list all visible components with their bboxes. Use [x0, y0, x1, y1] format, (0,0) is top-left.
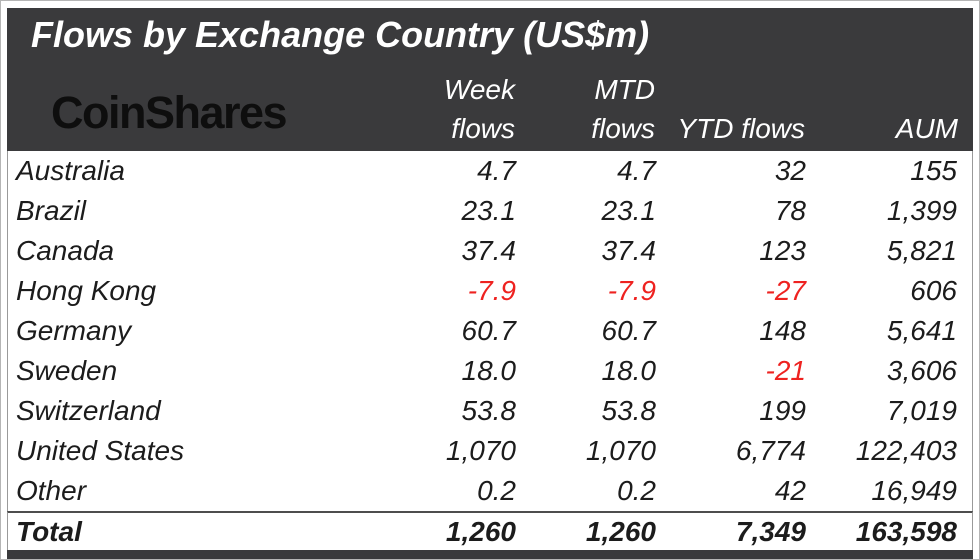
- column-header-row: CoinShares Week flows MTD flows YTD flow…: [7, 70, 973, 151]
- table-row: United States 1,070 1,070 6,774 122,403: [8, 431, 972, 471]
- column-header-ytd-flows: YTD flows: [677, 113, 805, 144]
- value-cell: 0.2: [477, 475, 516, 506]
- value-cell: 18.0: [461, 355, 517, 386]
- value-cell: 606: [910, 275, 957, 306]
- value-cell: 199: [759, 395, 806, 426]
- table-card: Flows by Exchange Country (US$m) CoinSha…: [7, 8, 973, 559]
- total-ytd-flows: 7,349: [735, 516, 806, 547]
- value-cell: 53.8: [601, 395, 657, 426]
- total-aum: 163,598: [855, 516, 957, 547]
- country-cell: Australia: [16, 155, 125, 186]
- table-row: Brazil 23.1 23.1 78 1,399: [8, 191, 972, 231]
- value-cell: 123: [759, 235, 806, 266]
- value-cell: 37.4: [601, 235, 657, 266]
- value-cell: 18.0: [601, 355, 657, 386]
- value-cell: 5,821: [886, 235, 957, 266]
- total-row: Total 1,260 1,260 7,349 163,598: [7, 511, 973, 550]
- country-cell: Canada: [16, 235, 115, 266]
- total-week-flows: 1,260: [445, 516, 516, 547]
- country-cell: Brazil: [16, 195, 87, 226]
- value-cell: 1,399: [886, 195, 957, 226]
- coinshares-logo: CoinShares: [51, 87, 288, 138]
- table-header: Flows by Exchange Country (US$m) CoinSha…: [7, 8, 973, 151]
- value-cell: -7.9: [607, 275, 656, 306]
- column-header-mtd-flows: MTD flows: [591, 74, 655, 144]
- value-cell: 60.7: [601, 315, 657, 346]
- value-cell: 148: [759, 315, 806, 346]
- value-cell: 6,774: [735, 435, 806, 466]
- value-cell: 1,070: [585, 435, 656, 466]
- table-row: Canada 37.4 37.4 123 5,821: [8, 231, 972, 271]
- value-cell: -7.9: [467, 275, 516, 306]
- country-cell: United States: [16, 435, 185, 466]
- table-row: Switzerland 53.8 53.8 199 7,019: [8, 391, 972, 431]
- column-header-aum: AUM: [895, 113, 958, 144]
- table-body: Australia 4.7 4.7 32 155 Brazil 23.1 23.1 78 1,39…: [7, 151, 973, 511]
- value-cell: 4.7: [617, 155, 656, 186]
- value-cell: 122,403: [855, 435, 957, 466]
- value-cell: 78: [774, 195, 806, 226]
- value-cell: 1,070: [445, 435, 516, 466]
- table-row: Australia 4.7 4.7 32 155: [8, 151, 972, 191]
- total-mtd-flows: 1,260: [585, 516, 656, 547]
- value-cell: 37.4: [461, 235, 517, 266]
- value-cell: 3,606: [886, 355, 957, 386]
- value-cell: 155: [910, 155, 957, 186]
- value-cell: 23.1: [461, 195, 517, 226]
- bottom-bar: [7, 550, 973, 559]
- total-label: Total: [16, 516, 82, 547]
- value-cell: 0.2: [617, 475, 656, 506]
- table-row: Germany 60.7 60.7 148 5,641: [8, 311, 972, 351]
- table-row: Other 0.2 0.2 42 16,949: [8, 471, 972, 511]
- country-cell: Other: [16, 475, 87, 506]
- value-cell: 5,641: [886, 315, 957, 346]
- value-cell: 7,019: [886, 395, 957, 426]
- value-cell: -21: [765, 355, 806, 386]
- brand-cell: CoinShares: [7, 90, 390, 151]
- country-cell: Sweden: [16, 355, 118, 386]
- country-cell: Hong Kong: [16, 275, 157, 306]
- value-cell: 53.8: [461, 395, 517, 426]
- value-cell: 42: [774, 475, 806, 506]
- country-cell: Germany: [16, 315, 132, 346]
- value-cell: 23.1: [601, 195, 657, 226]
- table-title: Flows by Exchange Country (US$m): [31, 14, 650, 55]
- value-cell: 16,949: [871, 475, 957, 506]
- column-header-week-flows: Week flows: [443, 74, 515, 144]
- value-cell: -27: [765, 275, 806, 306]
- table-row: Hong Kong -7.9 -7.9 -27 606: [8, 271, 972, 311]
- table-row: Sweden 18.0 18.0 -21 3,606: [8, 351, 972, 391]
- country-cell: Switzerland: [16, 395, 161, 426]
- value-cell: 32: [774, 155, 806, 186]
- value-cell: 4.7: [477, 155, 516, 186]
- value-cell: 60.7: [461, 315, 517, 346]
